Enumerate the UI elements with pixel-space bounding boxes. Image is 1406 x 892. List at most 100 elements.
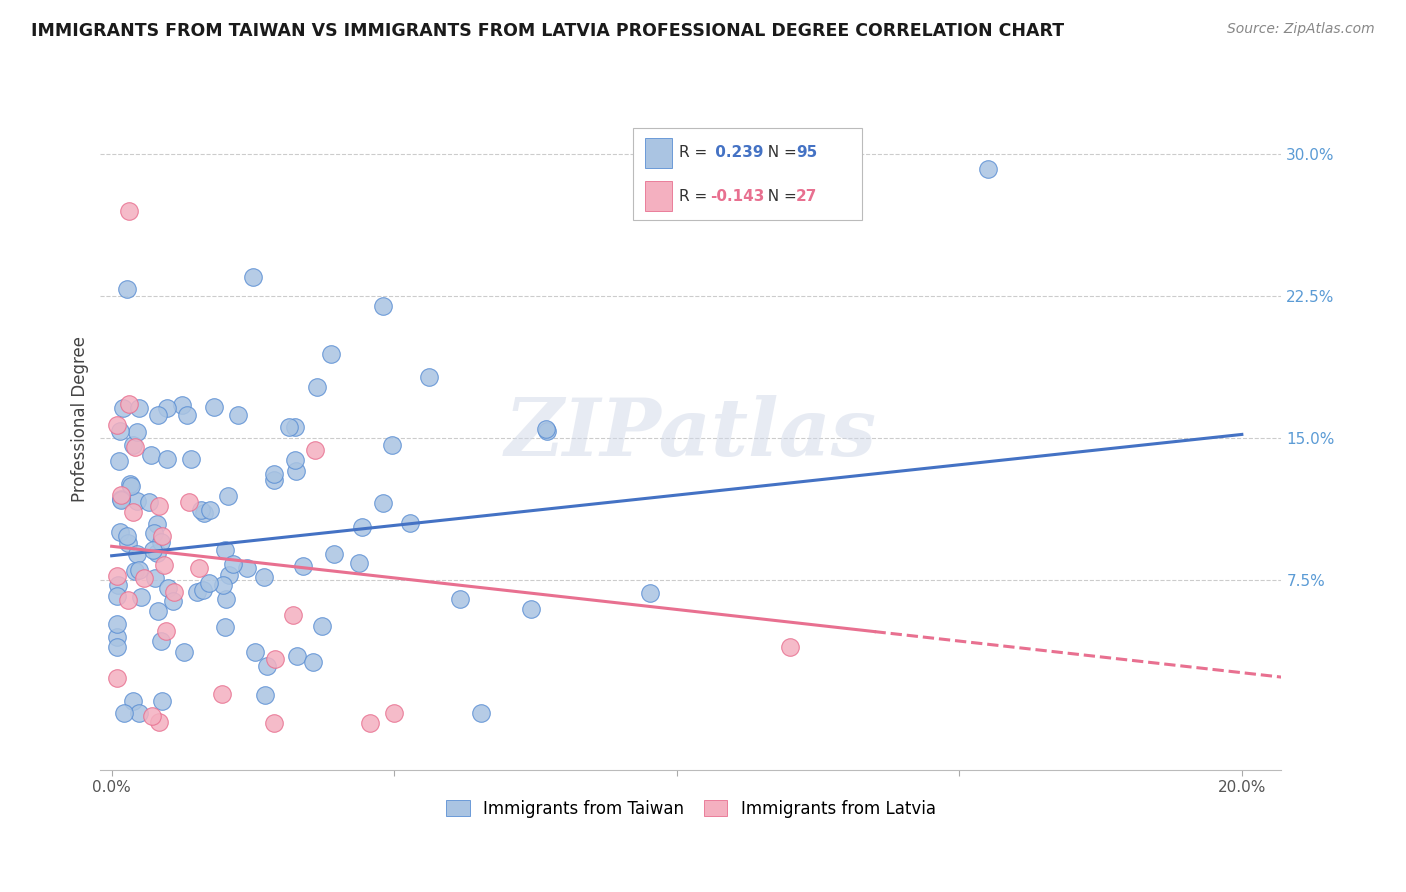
Point [226,409,249,423]
Point [191,582,214,597]
Point [418,370,440,384]
Point [359,715,381,730]
Text: IMMIGRANTS FROM TAIWAN VS IMMIGRANTS FROM LATVIA PROFESSIONAL DEGREE CORRELATION: IMMIGRANTS FROM TAIWAN VS IMMIGRANTS FRO… [31,22,1064,40]
Point [134,570,156,584]
Point [105,568,128,582]
Point [125,425,148,440]
Point [131,590,153,604]
Point [350,520,373,534]
Text: 27: 27 [796,189,817,203]
Point [381,438,404,452]
Point [177,495,200,509]
Point [212,578,235,592]
Point [163,584,186,599]
Point [107,640,129,654]
Point [243,645,266,659]
Text: ZIPatlas: ZIPatlas [505,394,877,472]
Point [976,161,998,176]
Text: Source: ZipAtlas.com: Source: ZipAtlas.com [1227,22,1375,37]
Point [263,467,285,481]
Text: N =: N = [758,145,801,161]
Point [198,576,221,591]
Point [143,525,166,540]
Point [347,556,370,570]
Point [108,525,131,540]
Point [148,499,170,513]
Point [253,688,276,702]
Point [222,558,245,572]
Point [146,604,169,618]
Point [120,476,142,491]
Point [112,401,135,415]
Point [218,568,240,582]
Point [176,408,198,422]
Point [202,400,225,414]
Text: -0.143: -0.143 [710,189,765,203]
Point [170,398,193,412]
Point [110,492,132,507]
Point [117,593,139,607]
Point [128,563,150,577]
Point [138,495,160,509]
Point [536,425,558,439]
Point [640,586,662,600]
Point [117,536,139,550]
Point [399,516,422,531]
Point [146,409,169,423]
Point [150,528,173,542]
Point [449,592,471,607]
Point [302,655,325,669]
Point [120,479,142,493]
Point [110,491,132,506]
Point [284,452,307,467]
Text: 95: 95 [796,145,817,161]
FancyBboxPatch shape [645,138,672,168]
Point [519,602,541,616]
Point [534,422,557,436]
Text: R =: R = [679,145,713,161]
Point [173,644,195,658]
Text: N =: N = [758,189,801,203]
Point [105,671,128,685]
Y-axis label: Professional Degree: Professional Degree [72,336,89,502]
Point [211,687,233,701]
Point [145,517,167,532]
Point [263,652,285,666]
Point [117,529,139,543]
Point [142,543,165,558]
Text: 0.239: 0.239 [710,145,763,161]
Point [125,493,148,508]
Point [121,506,143,520]
Point [108,454,131,468]
Point [382,706,405,720]
Point [125,547,148,561]
Point [105,589,128,603]
Point [162,593,184,607]
Point [115,282,138,296]
Point [198,502,221,516]
Point [304,442,326,457]
Point [107,578,129,592]
Point [256,659,278,673]
Point [121,694,143,708]
Point [217,489,239,503]
Point [150,693,173,707]
Point [117,203,139,218]
Point [371,496,394,510]
Point [139,448,162,462]
FancyBboxPatch shape [645,181,672,211]
Point [214,620,236,634]
Point [285,648,308,663]
Point [319,347,342,361]
Point [149,535,172,549]
Point [242,270,264,285]
Legend: Immigrants from Taiwan, Immigrants from Latvia: Immigrants from Taiwan, Immigrants from … [440,794,942,825]
Text: R =: R = [679,189,713,203]
Point [214,543,236,558]
Point [284,420,307,434]
Point [118,396,141,410]
Point [124,440,146,454]
FancyBboxPatch shape [633,128,862,220]
Point [291,558,314,573]
Point [156,401,179,415]
